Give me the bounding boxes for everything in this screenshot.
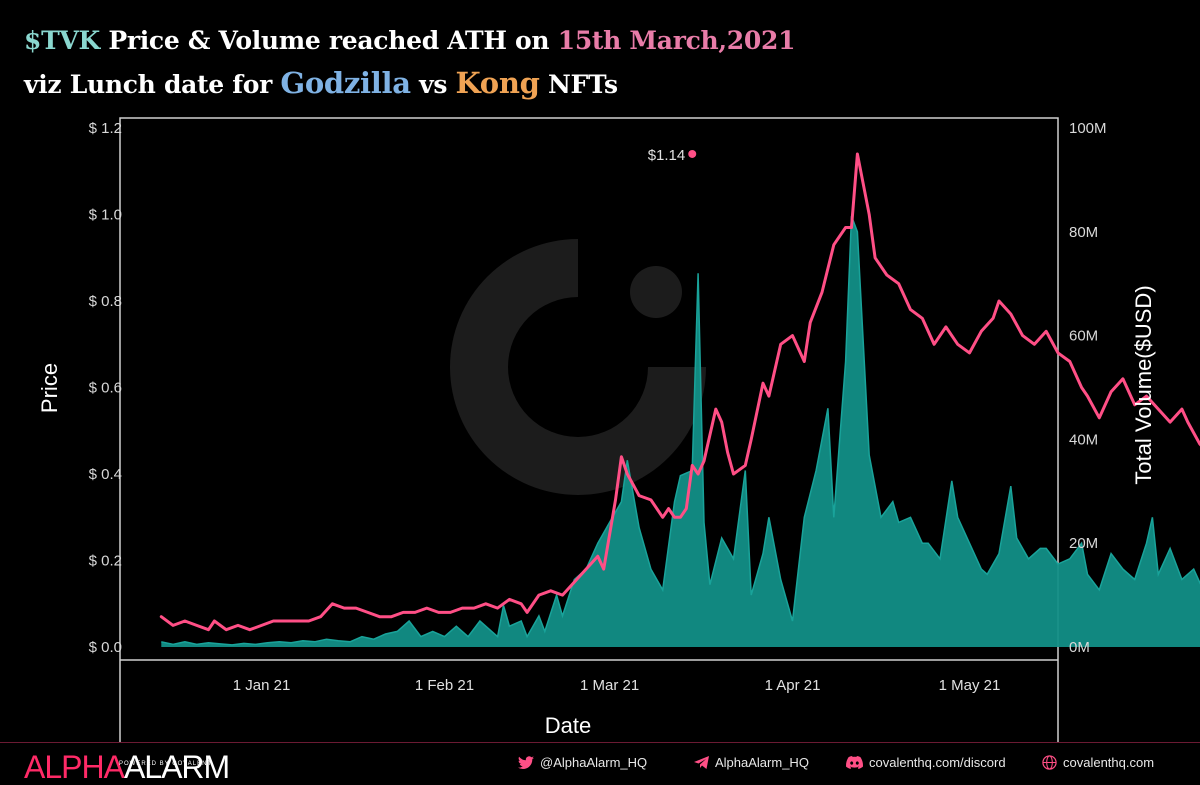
y-tick-6: $ 1.2 xyxy=(89,120,122,137)
y-tick-0: $ 0.0 xyxy=(89,639,122,656)
chart-title-line-1: $TVK Price & Volume reached ATH on 15th … xyxy=(24,26,795,55)
website-url: covalenthq.com xyxy=(1063,755,1155,770)
x-tick-labels: 1 Jan 21 1 Feb 21 1 Mar 21 1 Apr 21 1 May 21 xyxy=(233,677,1001,694)
x-tick-1-Jan-21: 1 Jan 21 xyxy=(233,677,291,694)
twitter-handle: @AlphaAlarm_HQ xyxy=(540,755,648,770)
y2-tick-100M: 100M xyxy=(1069,120,1107,137)
y-tick-3: $ 0.6 xyxy=(89,380,122,397)
telegram-handle: AlphaAlarm_HQ xyxy=(715,755,809,770)
subtitle-kong: Kong xyxy=(455,66,540,100)
logo-alarm: ALARM xyxy=(123,749,230,785)
chart-title-line-2: viz Lunch date for Godzilla vs Kong NFTs xyxy=(24,66,618,100)
title-token: $TVK xyxy=(24,26,100,55)
subtitle-vs: vs xyxy=(410,70,456,99)
volume-area xyxy=(161,216,1200,647)
logo-alpha: ALPHA xyxy=(24,749,125,785)
volume-layer xyxy=(161,215,1200,647)
x-tick-1-Mar-21: 1 Mar 21 xyxy=(580,677,639,694)
discord-icon xyxy=(846,756,863,769)
y2-tick-80M: 80M xyxy=(1069,224,1098,241)
alpha-alarm-logo: ALPHAALARM POWERED BY COVALENT xyxy=(24,749,230,785)
y-tick-labels: $ 0.0 $ 0.2 $ 0.4 $ 0.6 $ 0.8 $ 1.0 $ 1.2 xyxy=(89,120,122,656)
title-date: 15th March,2021 xyxy=(557,26,796,55)
x-tick-1-May-21: 1 May 21 xyxy=(939,677,1001,694)
x-axis-title: Date xyxy=(545,713,591,738)
y2-axis-title: Total Volume($USD) xyxy=(1131,285,1156,484)
y-tick-1: $ 0.2 xyxy=(89,553,122,570)
price-line xyxy=(159,152,1200,632)
watermark xyxy=(450,239,778,495)
subtitle-godzilla: Godzilla xyxy=(280,66,411,100)
volume-line xyxy=(161,215,1200,646)
y2-tick-20M: 20M xyxy=(1069,535,1098,552)
x-tick-1-Apr-21: 1 Apr 21 xyxy=(765,677,821,694)
discord-url: covalenthq.com/discord xyxy=(869,755,1006,770)
y2-tick-0M: 0M xyxy=(1069,639,1090,656)
ath-marker xyxy=(688,149,697,158)
y2-tick-60M: 60M xyxy=(1069,328,1098,345)
twitter-icon xyxy=(518,755,534,769)
y-tick-5: $ 1.0 xyxy=(89,207,122,224)
x-tick-1-Feb-21: 1 Feb 21 xyxy=(415,677,474,694)
footer-bar: ALPHAALARM POWERED BY COVALENT @AlphaAla… xyxy=(0,742,1200,784)
y-tick-2: $ 0.4 xyxy=(89,466,122,483)
logo-powered-by: POWERED BY COVALENT xyxy=(119,761,213,767)
globe-icon xyxy=(1042,755,1057,770)
price-volume-chart: $1.14 1 Jan 21 1 Feb 21 1 Mar 21 1 Apr 21 1 … xyxy=(37,117,1200,742)
y-axis-title: Price xyxy=(37,363,62,413)
y2-tick-labels: 0M 20M 40M 60M 80M 100M xyxy=(1069,120,1107,656)
y2-tick-40M: 40M xyxy=(1069,431,1098,448)
subtitle-suffix: NFTs xyxy=(539,70,618,99)
plot-frame xyxy=(119,117,1059,742)
telegram-link[interactable]: AlphaAlarm_HQ xyxy=(694,755,809,770)
twitter-link[interactable]: @AlphaAlarm_HQ xyxy=(518,755,647,770)
website-link[interactable]: covalenthq.com xyxy=(1042,755,1154,770)
watermark-dot xyxy=(630,266,682,318)
price-layer: $1.14 xyxy=(159,147,1200,632)
subtitle-prefix: viz Lunch date for xyxy=(24,70,281,99)
discord-link[interactable]: covalenthq.com/discord xyxy=(846,755,1006,770)
y-tick-4: $ 0.8 xyxy=(89,293,122,310)
ath-label: $1.14 xyxy=(648,147,686,164)
title-middle: Price & Volume reached ATH on xyxy=(99,26,558,55)
telegram-icon xyxy=(694,756,709,769)
